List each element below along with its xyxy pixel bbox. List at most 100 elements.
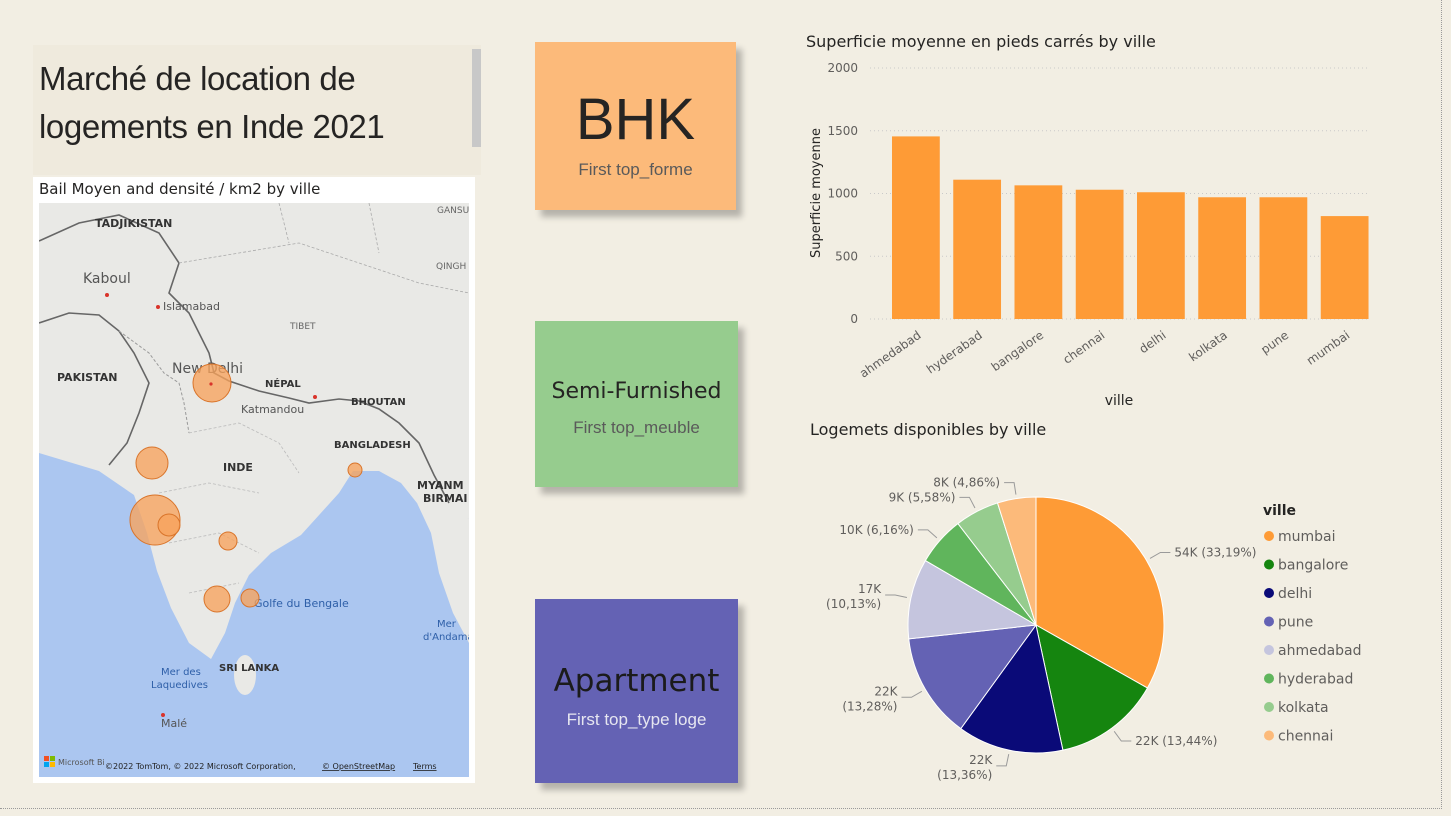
bubble-chennai[interactable]: [240, 588, 260, 608]
pie-chart[interactable]: 54K (33,19%) 22K (13,44%) 22K (13,36%) 22K (1…: [790, 445, 1410, 785]
label-tibet: TIBET: [289, 322, 316, 332]
label-kathmandu: Katmandou: [241, 403, 304, 416]
map-osm-link[interactable]: © OpenStreetMap: [322, 762, 395, 771]
kpi-label: First top_type loge: [566, 710, 707, 729]
legend-marker-delhi: [1264, 588, 1274, 598]
legend-item-hyderabad[interactable]: hyderabad: [1278, 672, 1353, 688]
sri-lanka-land: [234, 655, 256, 695]
label-laccadive1: Mer des: [161, 667, 201, 678]
map-area[interactable]: TADJIKISTAN PAKISTAN NÉPAL BHOUTAN BANGL…: [39, 203, 469, 777]
bar-pune[interactable]: [1259, 197, 1308, 319]
pie-legend[interactable]: ville mumbai bangalore delhi pune ahmedabad h…: [1263, 503, 1362, 745]
pie-leader-line: [1004, 482, 1017, 495]
pie-slice-mumbai[interactable]: [1035, 496, 1165, 689]
bar-x-tick-label: hyderabad: [924, 328, 985, 377]
pie-slice-pune[interactable]: [908, 624, 1038, 730]
china-borders: [178, 203, 469, 294]
legend-marker-kolkata: [1264, 702, 1274, 712]
bubble-kolkata[interactable]: [347, 462, 363, 478]
bubble-ahmedabad[interactable]: [135, 446, 169, 480]
label-myanmar2: BIRMAI: [423, 492, 468, 505]
pie-data-label: 17K (10,13%): [826, 582, 882, 611]
legend-item-bangalore[interactable]: bangalore: [1278, 558, 1348, 574]
bar-y-ticks: 0 500 1000 1500 2000: [827, 61, 858, 326]
map-visual[interactable]: Bail Moyen and densité / km2 by ville TA…: [33, 177, 475, 783]
bar-mumbai[interactable]: [1320, 216, 1369, 319]
pie-data-label: 10K (6,16%): [839, 523, 913, 537]
capital-dot: [156, 305, 160, 309]
label-nepal: NÉPAL: [265, 377, 301, 390]
pie-leader-line: [917, 529, 938, 539]
bar-bangalore[interactable]: [1014, 185, 1063, 319]
pie-slice-chennai[interactable]: [996, 496, 1037, 626]
ms-logo-blue: [44, 762, 49, 767]
kpi-card-type[interactable]: Apartment First top_type loge: [535, 599, 738, 783]
pie-slice-delhi[interactable]: [960, 623, 1064, 754]
legend-item-chennai[interactable]: chennai: [1278, 729, 1333, 745]
kpi-card-furnishing[interactable]: Semi-Furnished First top_meuble: [535, 321, 738, 487]
title-scrollbar[interactable]: [472, 49, 481, 147]
bar-x-tick-label: delhi: [1137, 328, 1169, 356]
pie-leader-line: [1113, 731, 1132, 742]
pie-slice-ahmedabad[interactable]: [907, 559, 1038, 640]
kpi-card-bhk[interactable]: BHK First top_forme: [535, 42, 736, 210]
label-myanmar1: MYANM: [417, 479, 464, 492]
map-title: Bail Moyen and densité / km2 by ville: [39, 180, 321, 198]
pie-data-label: 22K (13,36%): [937, 753, 993, 782]
bar-x-tick-label: kolkata: [1186, 328, 1230, 364]
bubble-pune[interactable]: [157, 513, 181, 537]
pie-data-label: 22K (13,28%): [842, 684, 898, 713]
bar-ahmedabad[interactable]: [892, 136, 940, 319]
report-title-box: Marché de location de logements en Inde …: [33, 45, 481, 175]
pie-leader-line: [959, 496, 976, 509]
legend-item-mumbai[interactable]: mumbai: [1278, 529, 1336, 545]
label-inde: INDE: [223, 461, 253, 474]
map-terms-link[interactable]: Terms: [412, 762, 437, 771]
bar-y-tick-label: 2000: [827, 61, 858, 75]
bar-y-tick-label: 1500: [827, 124, 858, 138]
pie-data-label: 9K (5,58%): [889, 490, 956, 504]
label-bhutan: BHOUTAN: [351, 397, 406, 408]
capital-dot-delhi: [209, 382, 213, 386]
legend-item-pune[interactable]: pune: [1278, 615, 1313, 631]
pie-chart-title: Logemets disponibles by ville: [810, 420, 1047, 439]
state-borders: [118, 330, 190, 434]
pie-leader-line: [996, 754, 1010, 767]
pie-slice-bangalore[interactable]: [1035, 624, 1149, 751]
bar-kolkata[interactable]: [1198, 197, 1247, 319]
label-male: Malé: [161, 717, 187, 730]
bar-y-tick-label: 0: [850, 312, 858, 326]
kpi-value: BHK: [575, 87, 696, 152]
pie-data-label: 22K (13,44%): [1135, 734, 1217, 748]
kpi-value: Semi-Furnished: [551, 379, 722, 404]
pie-slices[interactable]: [907, 496, 1165, 754]
legend-marker-pune: [1264, 616, 1274, 627]
kpi-label: First top_meuble: [573, 418, 700, 437]
legend-marker-bangalore: [1264, 559, 1274, 570]
capital-dot: [105, 293, 109, 297]
bar-chart[interactable]: 0 500 1000 1500 2000 ahmedabad hyderabad banga…: [790, 52, 1390, 417]
bubble-bangalore[interactable]: [203, 585, 231, 613]
legend-item-kolkata[interactable]: kolkata: [1278, 700, 1329, 716]
legend-item-delhi[interactable]: delhi: [1278, 586, 1312, 602]
pie-data-label: 54K (33,19%): [1174, 545, 1256, 559]
bubble-hyderabad[interactable]: [218, 531, 238, 551]
bar-x-tick-label: bangalore: [989, 328, 1046, 374]
bar-chennai[interactable]: [1075, 189, 1124, 319]
pie-leader-line: [885, 594, 907, 599]
bar-x-tick-label: ahmedabad: [857, 328, 924, 381]
kpi-value: Apartment: [553, 663, 720, 699]
bar-hyderabad[interactable]: [953, 179, 1002, 319]
map-svg[interactable]: TADJIKISTAN PAKISTAN NÉPAL BHOUTAN BANGL…: [39, 203, 469, 777]
bar-marks[interactable]: [892, 136, 1369, 319]
legend-marker-hyderabad: [1264, 673, 1274, 684]
ms-logo-green: [50, 756, 55, 761]
bar-x-tick-label: pune: [1258, 328, 1291, 357]
map-ms-label: Microsoft Bi: [58, 758, 105, 767]
label-kabul: Kaboul: [83, 271, 131, 287]
internal-borders: [158, 422, 300, 594]
bar-delhi[interactable]: [1137, 192, 1185, 319]
report-title-line1: Marché de location de: [39, 60, 356, 97]
label-andaman1: Mer: [437, 619, 457, 630]
legend-item-ahmedabad[interactable]: ahmedabad: [1278, 643, 1362, 659]
